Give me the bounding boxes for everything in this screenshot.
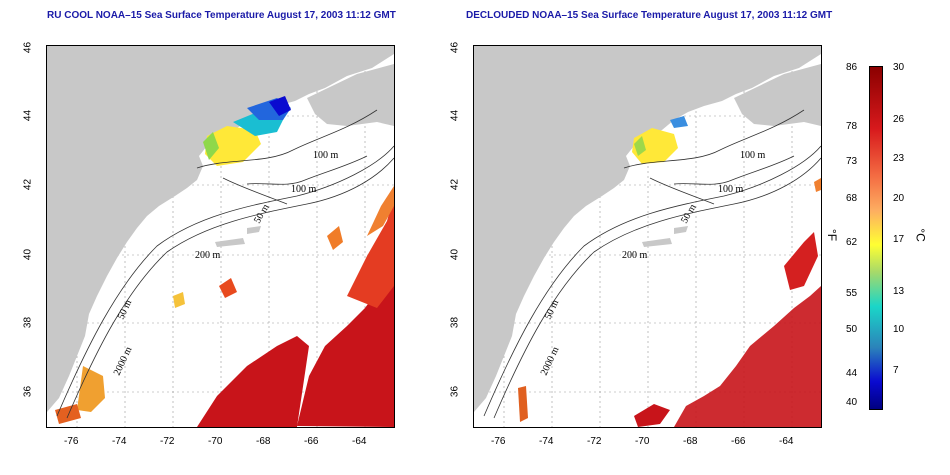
fahrenheit-tick: 62 <box>846 237 858 248</box>
right-contours <box>483 109 821 419</box>
right-lat-tick: 46 <box>449 41 461 54</box>
celsius-tick: 30 <box>893 62 905 73</box>
left-lon-tick: -72 <box>160 436 175 447</box>
fahrenheit-tick: 73 <box>846 156 858 167</box>
left-lon-tick: -76 <box>64 436 79 447</box>
right-lat-tick: 36 <box>449 385 461 398</box>
right-lon-tick: -66 <box>731 436 746 447</box>
left-sst-map: 100 m 100 m 50 m 200 m 50 m 2000 m <box>46 45 395 428</box>
right-lat-tick: 42 <box>449 178 461 191</box>
contour-label-2000m: 2000 m <box>112 345 135 377</box>
celsius-tick: 20 <box>893 193 905 204</box>
left-lat-tick: 38 <box>22 316 34 329</box>
right-lon-tick: -74 <box>539 436 554 447</box>
right-map-svg: 100 m 100 m 50 m 200 m 50 m 2000 m <box>474 46 821 427</box>
right-lat-tick: 44 <box>449 109 461 122</box>
left-lat-tick: 44 <box>22 109 34 122</box>
right-contour-label-200m: 200 m <box>622 250 648 261</box>
left-lat-tick: 40 <box>22 248 34 261</box>
right-contour-label-2000m: 2000 m <box>539 345 562 377</box>
celsius-tick: 17 <box>893 234 905 245</box>
left-lat-tick: 46 <box>22 41 34 54</box>
left-contours <box>56 109 394 419</box>
left-lat-tick: 42 <box>22 178 34 191</box>
right-contour-label-100m-b: 100 m <box>718 184 744 195</box>
fahrenheit-tick: 44 <box>846 368 858 379</box>
right-map-title: DECLOUDED NOAA–15 Sea Surface Temperatur… <box>466 10 833 21</box>
celsius-tick: 23 <box>893 153 905 164</box>
left-map-title: RU COOL NOAA–15 Sea Surface Temperature … <box>47 10 396 21</box>
fahrenheit-tick: 78 <box>846 121 858 132</box>
celsius-tick: 7 <box>893 365 899 376</box>
fahrenheit-tick: 55 <box>846 288 858 299</box>
contour-label-50m-b: 50 m <box>116 298 135 321</box>
right-contour-label-50m-b: 50 m <box>543 298 562 321</box>
celsius-tick: 26 <box>893 114 905 125</box>
temperature-colorbar <box>869 66 883 410</box>
fahrenheit-tick: 40 <box>846 397 858 408</box>
contour-label-200m: 200 m <box>195 250 221 261</box>
right-land <box>474 46 821 412</box>
left-lon-tick: -74 <box>112 436 127 447</box>
left-lon-tick: -66 <box>304 436 319 447</box>
unit-celsius-label: °C <box>913 228 928 242</box>
right-sst-warm <box>518 178 821 427</box>
right-sst-cold <box>632 116 688 164</box>
left-land-islands <box>215 226 261 247</box>
right-lon-tick: -68 <box>683 436 698 447</box>
left-lon-tick: -70 <box>208 436 223 447</box>
right-land-nova <box>734 64 821 126</box>
left-sst-warm <box>55 186 394 427</box>
right-lon-tick: -72 <box>587 436 602 447</box>
right-lon-tick: -70 <box>635 436 650 447</box>
celsius-tick: 13 <box>893 286 905 297</box>
right-lon-tick: -76 <box>491 436 506 447</box>
left-sst-cold <box>203 96 291 166</box>
right-lon-tick: -64 <box>779 436 794 447</box>
contour-label-100m-a: 100 m <box>313 150 339 161</box>
fahrenheit-tick: 68 <box>846 193 858 204</box>
right-contour-label-100m-a: 100 m <box>740 150 766 161</box>
left-land-nova <box>307 64 394 126</box>
right-lat-tick: 38 <box>449 316 461 329</box>
left-map-svg: 100 m 100 m 50 m 200 m 50 m 2000 m <box>47 46 394 427</box>
fahrenheit-tick: 50 <box>846 324 858 335</box>
left-lon-tick: -68 <box>256 436 271 447</box>
contour-label-100m-b: 100 m <box>291 184 317 195</box>
unit-fahrenheit-label: °F <box>825 228 840 242</box>
right-land-islands <box>642 226 688 247</box>
left-land <box>47 46 394 412</box>
right-sst-map: 100 m 100 m 50 m 200 m 50 m 2000 m <box>473 45 822 428</box>
fahrenheit-tick: 86 <box>846 62 858 73</box>
left-lon-tick: -64 <box>352 436 367 447</box>
left-lat-tick: 36 <box>22 385 34 398</box>
right-lat-tick: 40 <box>449 248 461 261</box>
celsius-tick: 10 <box>893 324 905 335</box>
